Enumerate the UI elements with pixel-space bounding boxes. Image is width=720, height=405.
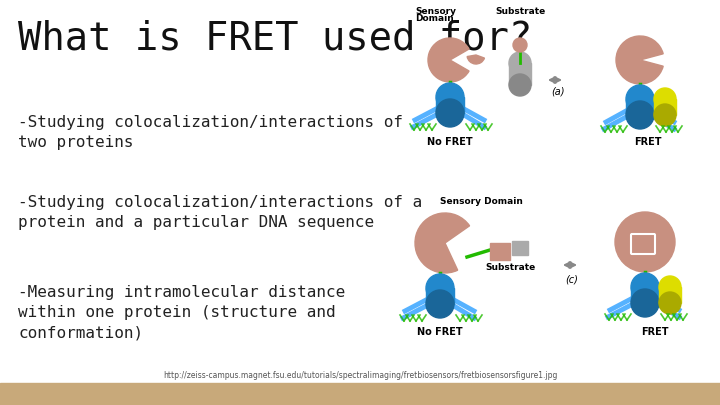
Text: No FRET: No FRET: [427, 137, 473, 147]
Text: (a): (a): [552, 87, 564, 97]
Circle shape: [631, 273, 659, 301]
Text: Sensory Domain: Sensory Domain: [440, 197, 523, 206]
Text: FRET: FRET: [642, 327, 669, 337]
Bar: [512, 241, 528, 255]
Bar: [509, 63, 531, 85]
Bar: [426, 288, 454, 304]
Circle shape: [631, 289, 659, 317]
Circle shape: [654, 88, 676, 110]
Bar: [659, 287, 681, 303]
Circle shape: [509, 74, 531, 96]
Wedge shape: [415, 213, 469, 273]
Wedge shape: [428, 38, 469, 82]
Circle shape: [626, 101, 654, 129]
Bar: [490, 243, 510, 260]
Text: What is FRET used for?: What is FRET used for?: [18, 20, 532, 58]
Bar: [654, 99, 676, 115]
Circle shape: [659, 292, 681, 314]
Text: (c): (c): [566, 275, 578, 285]
Bar: [626, 99, 654, 115]
Circle shape: [513, 38, 527, 52]
Text: FRET: FRET: [634, 137, 662, 147]
Circle shape: [654, 104, 676, 126]
Text: -Studying colocalization/interactions of a
protein and a particular DNA sequence: -Studying colocalization/interactions of…: [18, 195, 422, 230]
Text: http://zeiss-campus.magnet.fsu.edu/tutorials/spectralimaging/fretbiosensors/fret: http://zeiss-campus.magnet.fsu.edu/tutor…: [163, 371, 557, 379]
Text: -Studying colocalization/interactions of
two proteins: -Studying colocalization/interactions of…: [18, 115, 403, 150]
Wedge shape: [467, 55, 485, 64]
Circle shape: [436, 99, 464, 127]
Text: No FRET: No FRET: [417, 327, 463, 337]
Text: Sensory: Sensory: [415, 7, 456, 16]
Text: Domain: Domain: [415, 14, 454, 23]
Circle shape: [659, 276, 681, 298]
Circle shape: [426, 274, 454, 302]
Circle shape: [509, 52, 531, 74]
Bar: [436, 97, 464, 113]
Bar: [631, 287, 659, 303]
Text: Substrate: Substrate: [495, 7, 545, 16]
Text: Substrate: Substrate: [485, 263, 535, 272]
Circle shape: [426, 290, 454, 318]
Circle shape: [626, 85, 654, 113]
Circle shape: [615, 212, 675, 272]
Wedge shape: [616, 36, 663, 84]
Text: -Measuring intramolecular distance
within one protein (structure and
conformatio: -Measuring intramolecular distance withi…: [18, 285, 346, 341]
Bar: [0, 383, 720, 405]
Circle shape: [436, 83, 464, 111]
